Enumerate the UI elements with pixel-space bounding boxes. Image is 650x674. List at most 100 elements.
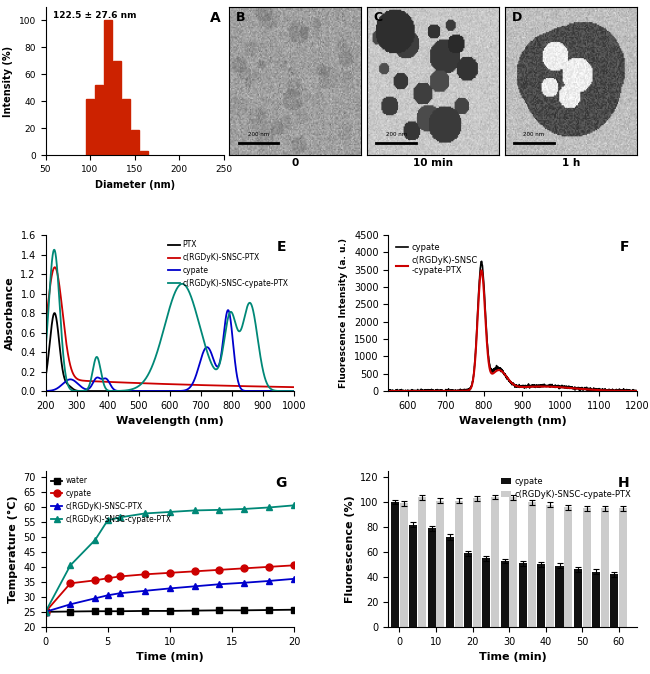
X-axis label: Wavelength (nm): Wavelength (nm) xyxy=(459,417,567,427)
Bar xyxy=(418,497,426,627)
c(RGDyK)-SNSC-cypate-PTX xyxy=(154,345,162,353)
Bar xyxy=(95,85,103,155)
water xyxy=(104,607,112,615)
Y-axis label: Fluorescence Intensity (a. u.): Fluorescence Intensity (a. u.) xyxy=(339,238,348,388)
cypate xyxy=(154,387,162,395)
cypate xyxy=(240,564,248,572)
Bar xyxy=(131,129,138,155)
cypate xyxy=(290,387,298,395)
c(RGDyK)-SNSC-cypate-PTX xyxy=(66,561,74,570)
c(RGDyK)-SNSC-PTX xyxy=(116,589,124,597)
water xyxy=(240,607,248,615)
Text: 200 nm: 200 nm xyxy=(248,133,269,137)
c(RGDyK)-SNSC-cypate-PTX xyxy=(42,608,49,616)
PTX xyxy=(237,387,245,395)
Line: PTX: PTX xyxy=(46,313,294,391)
c(RGDyK)-SNSC-PTX xyxy=(42,321,49,329)
Legend: cypate, c(RGDyK)-SNSC-cypate-PTX: cypate, c(RGDyK)-SNSC-cypate-PTX xyxy=(499,475,633,501)
PTX xyxy=(86,387,94,395)
X-axis label: 1 h: 1 h xyxy=(562,158,580,168)
Bar xyxy=(592,572,600,627)
c(RGDyK)-SNSC-cypate-PTX xyxy=(265,503,273,512)
Bar xyxy=(574,570,582,627)
cypate xyxy=(46,387,54,395)
PTX xyxy=(290,387,298,395)
Y-axis label: Absorbance: Absorbance xyxy=(5,276,15,350)
c(RGDyK)-SNSC-PTX xyxy=(216,580,224,588)
c(RGDyK)-SNSC
-cypate-PTX xyxy=(385,387,393,395)
Text: D: D xyxy=(512,11,522,24)
PTX xyxy=(154,387,162,395)
c(RGDyK)-SNSC-PTX xyxy=(240,579,248,587)
cypate xyxy=(274,387,282,395)
c(RGDyK)-SNSC-cypate-PTX xyxy=(169,294,177,302)
c(RGDyK)-SNSC-cypate-PTX xyxy=(274,387,282,395)
cypate xyxy=(42,387,49,395)
c(RGDyK)-SNSC-PTX xyxy=(290,575,298,583)
Bar xyxy=(510,497,517,627)
PTX xyxy=(274,387,282,395)
cypate xyxy=(496,365,504,373)
Line: cypate: cypate xyxy=(42,562,298,615)
Y-axis label: Fluorescence (%): Fluorescence (%) xyxy=(344,495,355,603)
cypate xyxy=(141,570,149,578)
Bar xyxy=(582,508,591,627)
c(RGDyK)-SNSC
-cypate-PTX xyxy=(478,266,486,274)
Text: G: G xyxy=(275,476,287,489)
c(RGDyK)-SNSC-PTX xyxy=(42,608,49,616)
cypate xyxy=(104,574,112,582)
c(RGDyK)-SNSC-cypate-PTX xyxy=(50,245,58,253)
Text: E: E xyxy=(277,240,287,254)
PTX xyxy=(213,387,221,395)
cypate xyxy=(478,257,486,266)
Bar xyxy=(619,508,627,627)
water xyxy=(42,608,49,616)
c(RGDyK)-SNSC-cypate-PTX xyxy=(290,387,298,395)
water xyxy=(66,607,74,615)
Bar xyxy=(86,98,94,155)
c(RGDyK)-SNSC
-cypate-PTX xyxy=(387,387,395,395)
c(RGDyK)-SNSC-PTX xyxy=(46,282,54,290)
cypate xyxy=(265,563,273,571)
Bar xyxy=(113,61,121,155)
water xyxy=(141,607,149,615)
X-axis label: Time (min): Time (min) xyxy=(479,652,547,662)
cypate xyxy=(290,561,298,570)
PTX xyxy=(169,387,177,395)
X-axis label: 10 min: 10 min xyxy=(413,158,453,168)
cypate xyxy=(66,579,74,587)
c(RGDyK)-SNSC-PTX xyxy=(66,601,74,609)
c(RGDyK)-SNSC-cypate-PTX xyxy=(91,536,99,544)
X-axis label: Time (min): Time (min) xyxy=(136,652,203,662)
c(RGDyK)-SNSC-cypate-PTX xyxy=(240,505,248,513)
cypate xyxy=(387,386,395,394)
cypate xyxy=(91,576,99,584)
c(RGDyK)-SNSC-PTX xyxy=(166,584,174,592)
Bar xyxy=(140,151,148,155)
Bar xyxy=(500,561,509,627)
Bar xyxy=(610,574,618,627)
water xyxy=(166,607,174,615)
Text: A: A xyxy=(209,11,220,25)
c(RGDyK)-SNSC-cypate-PTX xyxy=(46,279,54,287)
c(RGDyK)-SNSC-PTX xyxy=(169,380,177,388)
water xyxy=(91,607,99,615)
Text: H: H xyxy=(618,476,630,489)
c(RGDyK)-SNSC-PTX xyxy=(154,379,162,388)
c(RGDyK)-SNSC
-cypate-PTX xyxy=(496,366,504,374)
c(RGDyK)-SNSC-cypate-PTX xyxy=(104,516,112,524)
c(RGDyK)-SNSC-cypate-PTX xyxy=(213,365,221,373)
c(RGDyK)-SNSC-PTX xyxy=(86,377,94,385)
Bar xyxy=(564,507,572,627)
c(RGDyK)-SNSC-PTX xyxy=(265,577,273,585)
c(RGDyK)-SNSC
-cypate-PTX xyxy=(539,383,547,391)
Bar xyxy=(122,98,130,155)
Line: c(RGDyK)-SNSC-cypate-PTX: c(RGDyK)-SNSC-cypate-PTX xyxy=(42,502,298,615)
Bar xyxy=(537,564,545,627)
Text: 200 nm: 200 nm xyxy=(385,133,407,137)
PTX xyxy=(51,309,58,317)
c(RGDyK)-SNSC-PTX xyxy=(51,264,58,272)
c(RGDyK)-SNSC
-cypate-PTX xyxy=(390,387,398,395)
Bar xyxy=(546,505,554,627)
PTX xyxy=(46,335,54,343)
